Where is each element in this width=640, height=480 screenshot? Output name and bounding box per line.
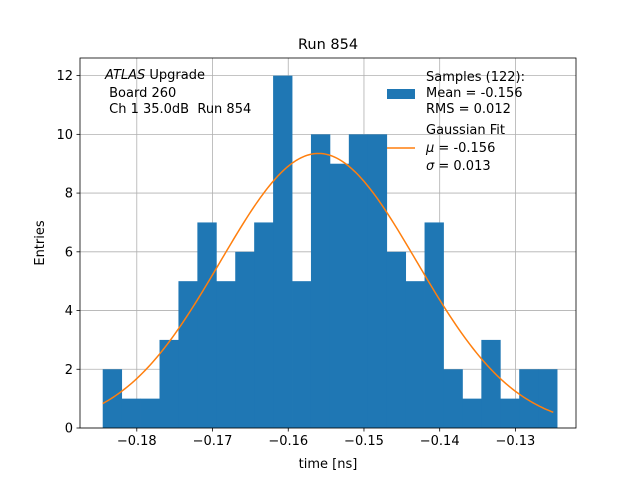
y-tick-label: 8 [65, 187, 73, 202]
legend-samples-title: Samples (122): [426, 70, 525, 85]
x-tick-label: −0.15 [344, 434, 384, 449]
legend-fit-sigma: σ = 0.013 [426, 159, 491, 174]
legend-fit-title: Gaussian Fit [426, 123, 505, 138]
sigma-value: = 0.013 [434, 159, 490, 174]
histogram-bar [235, 251, 255, 428]
histogram-bar [273, 75, 293, 428]
histogram-bar [424, 222, 444, 428]
plot-frame [79, 57, 577, 429]
histogram-bar [519, 369, 539, 428]
y-tick-label: 2 [65, 363, 73, 378]
histogram-bar [443, 369, 463, 428]
y-tick-label: 6 [65, 245, 73, 260]
y-axis-ticks: 0 2 4 6 8 10 12 [56, 69, 80, 437]
x-tick-label: −0.13 [495, 434, 535, 449]
mu-symbol: μ [425, 141, 434, 156]
gaussian-fit-curve [102, 152, 554, 413]
histogram-bar [367, 134, 388, 428]
annotation-upgrade: Upgrade [145, 68, 205, 83]
histogram-bar [310, 134, 331, 428]
x-tick-label: −0.17 [193, 434, 233, 449]
legend-samples-patch [387, 89, 415, 99]
histogram-bar [178, 281, 198, 428]
chart-title: Run 854 [298, 37, 358, 53]
histogram-bar [254, 222, 274, 428]
histogram-bar [481, 339, 501, 428]
atlas-label: ATLAS [104, 68, 145, 83]
y-axis-label: Entries [33, 220, 48, 266]
y-tick-label: 4 [65, 304, 73, 319]
x-axis-ticks: −0.18 −0.17 −0.16 −0.15 −0.14 −0.13 [117, 428, 535, 449]
sigma-symbol: σ [426, 159, 435, 174]
annotation-line-2: Board 260 [105, 86, 176, 101]
histogram-bar [140, 398, 160, 428]
histogram-bar [386, 251, 407, 428]
histogram-bar [121, 398, 141, 428]
annotation-line-1: ATLAS Upgrade [104, 68, 205, 83]
histogram-bar [405, 281, 425, 428]
y-tick-label: 0 [65, 422, 73, 437]
histogram-bar [538, 369, 558, 428]
histogram-bar [159, 339, 179, 428]
x-tick-label: −0.16 [268, 434, 308, 449]
legend-fit-mu: μ = -0.156 [425, 141, 495, 156]
histogram-bar [197, 222, 217, 428]
histogram-bar [462, 398, 482, 428]
legend-samples-mean: Mean = -0.156 [426, 86, 522, 101]
histogram-bar [329, 163, 350, 428]
mu-value: = -0.156 [434, 141, 495, 156]
histogram-bar [292, 281, 312, 428]
legend-samples-rms: RMS = 0.012 [426, 102, 511, 117]
y-tick-label: 10 [56, 128, 73, 143]
y-tick-label: 12 [56, 69, 73, 84]
x-axis-label: time [ns] [299, 457, 358, 472]
x-tick-label: −0.18 [117, 434, 157, 449]
histogram-bar [500, 398, 520, 428]
annotation-text: ATLAS Upgrade Board 260 Ch 1 35.0dB Run … [104, 68, 251, 117]
annotation-line-3: Ch 1 35.0dB Run 854 [105, 102, 251, 117]
histogram-bars [102, 75, 558, 428]
histogram-bar [216, 281, 236, 428]
x-tick-label: −0.14 [420, 434, 460, 449]
legend: Samples (122): Mean = -0.156 RMS = 0.012… [387, 70, 525, 174]
histogram-bar [348, 134, 369, 428]
